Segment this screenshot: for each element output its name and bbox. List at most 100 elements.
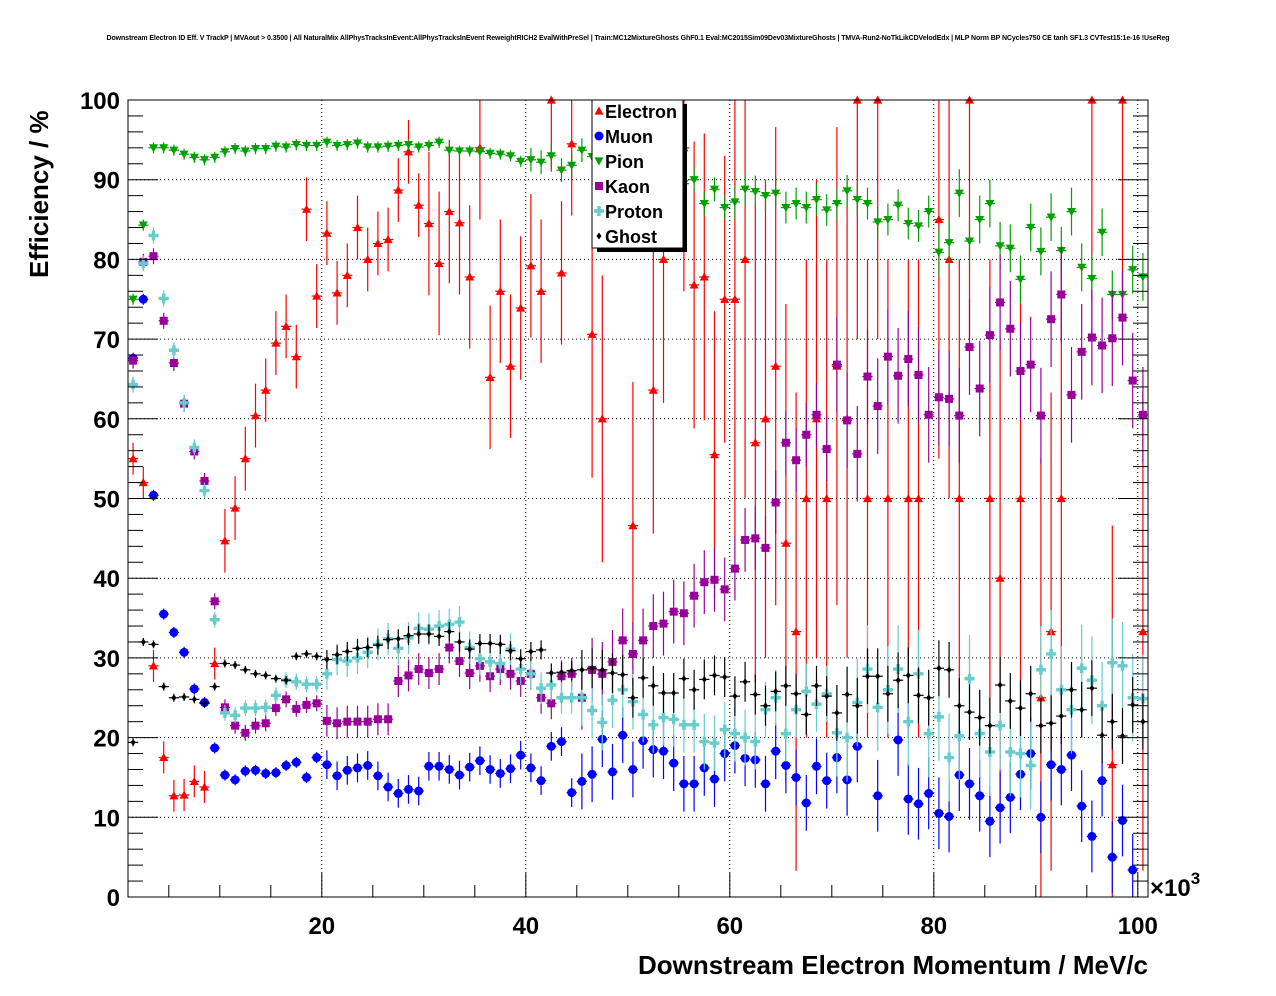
data-point-ghost: [752, 691, 758, 699]
data-point-ghost: [497, 640, 503, 648]
data-point-electron: [740, 254, 750, 263]
x-tick-label: 80: [920, 913, 947, 940]
data-point-proton: [260, 702, 271, 713]
data-point-muon: [271, 768, 281, 778]
data-point-muon: [679, 779, 689, 789]
data-point-electron: [1016, 494, 1025, 503]
data-point-electron: [761, 414, 770, 423]
legend: Electron Muon Pion Kaon Proton Ghost: [591, 99, 687, 252]
data-point-ghost: [956, 702, 962, 710]
data-point-kaon: [669, 607, 678, 616]
data-point-ghost: [722, 673, 728, 681]
data-point-pion: [414, 143, 424, 152]
data-point-kaon: [302, 700, 311, 709]
data-point-electron: [393, 185, 403, 194]
data-point-muon: [689, 779, 699, 789]
data-point-pion: [363, 143, 373, 152]
data-point-pion: [291, 141, 301, 150]
legend-label-pion: Pion: [605, 152, 644, 172]
data-point-pion: [516, 157, 526, 166]
data-point-pion: [230, 145, 240, 154]
data-point-electron: [699, 272, 709, 281]
data-point-proton: [658, 712, 669, 723]
data-point-pion: [710, 185, 719, 194]
data-point-ghost: [1109, 718, 1115, 726]
data-point-kaon: [832, 360, 841, 369]
data-point-ghost: [1018, 704, 1023, 712]
data-point-muon: [383, 782, 393, 792]
data-point-proton: [158, 293, 169, 304]
data-point-ghost: [1007, 697, 1013, 705]
data-point-muon: [628, 764, 638, 774]
data-point-electron: [557, 268, 566, 277]
data-point-ghost: [324, 655, 330, 663]
data-point-pion: [1016, 275, 1025, 284]
data-point-electron: [261, 385, 271, 394]
data-point-pion: [373, 143, 383, 152]
data-point-pion: [720, 203, 730, 213]
data-point-proton: [995, 720, 1006, 731]
data-point-pion: [1077, 263, 1087, 272]
data-point-ghost: [905, 671, 911, 679]
data-point-ghost: [834, 709, 840, 717]
data-point-muon: [608, 767, 617, 777]
data-point-muon: [536, 776, 546, 786]
data-point-pion: [689, 176, 699, 185]
data-point-muon: [761, 779, 770, 789]
data-point-muon: [149, 490, 158, 500]
data-point-ghost: [701, 675, 707, 683]
data-point-electron: [220, 536, 230, 545]
data-point-muon: [1107, 852, 1117, 862]
data-point-ghost: [1048, 719, 1054, 727]
data-point-muon: [914, 799, 923, 809]
data-point-electron: [771, 361, 781, 370]
data-point-proton: [1035, 664, 1046, 675]
data-point-kaon: [129, 356, 138, 365]
data-point-muon: [822, 776, 832, 786]
data-point-electron: [271, 338, 281, 347]
data-point-proton: [138, 258, 149, 269]
data-point-proton: [1046, 648, 1057, 659]
data-point-ghost: [650, 682, 656, 690]
data-point-muon: [424, 761, 434, 771]
data-point-electron: [138, 478, 148, 487]
data-point-proton: [209, 614, 220, 625]
y-tick-label: 80: [93, 247, 120, 274]
data-point-muon: [1005, 792, 1015, 802]
data-point-muon: [557, 737, 566, 747]
data-point-muon: [475, 756, 485, 766]
data-point-pion: [444, 146, 454, 155]
data-point-ghost: [355, 644, 360, 652]
data-point-electron: [1056, 494, 1066, 503]
data-point-muon: [414, 786, 424, 796]
data-point-ghost: [579, 666, 585, 674]
data-point-ghost: [304, 650, 309, 658]
data-point-ghost: [1120, 732, 1125, 740]
data-point-ghost: [151, 640, 156, 648]
data-point-ghost: [242, 666, 248, 674]
data-point-electron: [342, 270, 352, 279]
data-point-electron: [914, 494, 923, 503]
data-point-pion: [730, 198, 740, 207]
data-point-proton: [750, 736, 761, 747]
data-point-kaon: [741, 535, 750, 544]
data-point-muon: [251, 765, 260, 775]
legend-label-proton: Proton: [605, 202, 663, 222]
data-point-kaon: [679, 609, 688, 618]
data-point-muon: [1128, 865, 1138, 875]
data-point-pion: [832, 200, 842, 209]
data-point-pion: [873, 218, 883, 227]
data-point-electron: [801, 494, 811, 503]
data-point-ghost: [1099, 731, 1105, 739]
data-point-electron: [730, 294, 740, 303]
data-point-kaon: [985, 331, 994, 340]
data-point-electron: [954, 494, 964, 503]
data-point-pion: [1046, 213, 1056, 222]
data-point-pion: [506, 152, 515, 161]
data-point-pion: [261, 145, 271, 154]
data-point-muon: [567, 788, 577, 798]
data-point-electron: [710, 450, 719, 459]
data-point-muon: [220, 770, 230, 780]
data-point-electron: [230, 503, 240, 512]
data-point-ghost: [640, 674, 646, 682]
